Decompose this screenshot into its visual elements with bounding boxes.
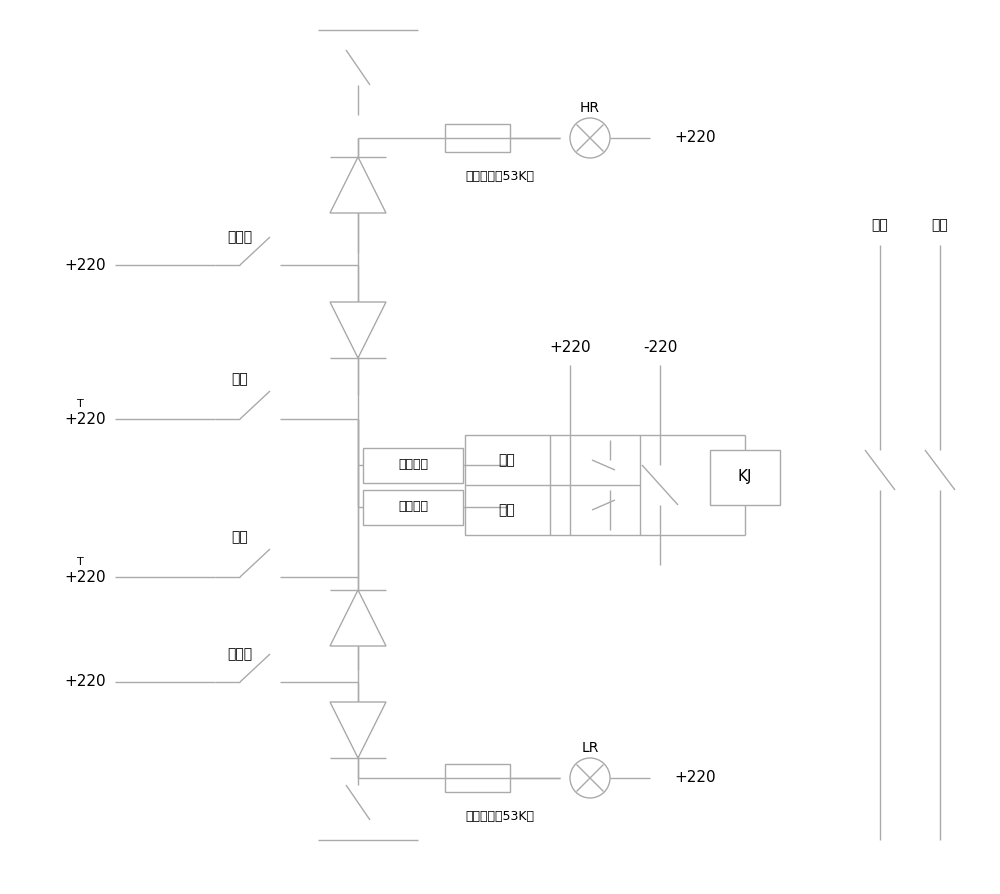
Text: 保护跳: 保护跳 bbox=[227, 230, 253, 244]
Text: 合位: 合位 bbox=[932, 218, 948, 232]
Text: 分压电阻（53K）: 分压电阻（53K） bbox=[466, 170, 534, 182]
Bar bbox=[710, 450, 780, 505]
Text: T: T bbox=[77, 557, 83, 567]
Text: 保护合: 保护合 bbox=[227, 647, 253, 661]
Polygon shape bbox=[330, 590, 386, 646]
Text: 跳位: 跳位 bbox=[872, 218, 888, 232]
Circle shape bbox=[570, 118, 610, 158]
Text: 分压电阻（53K）: 分压电阻（53K） bbox=[466, 809, 534, 822]
Text: T: T bbox=[77, 399, 83, 409]
Text: KJ: KJ bbox=[738, 469, 752, 485]
Text: +220: +220 bbox=[674, 771, 716, 786]
Bar bbox=[363, 490, 463, 525]
Bar bbox=[445, 764, 510, 792]
Text: LR: LR bbox=[581, 741, 599, 755]
Polygon shape bbox=[330, 302, 386, 358]
Polygon shape bbox=[330, 157, 386, 213]
Text: HR: HR bbox=[580, 101, 600, 115]
Bar bbox=[445, 124, 510, 152]
Text: -220: -220 bbox=[643, 340, 677, 355]
Text: +220: +220 bbox=[64, 257, 106, 273]
Text: 合闸: 合闸 bbox=[499, 503, 515, 517]
Text: 跳闸延时: 跳闸延时 bbox=[398, 459, 428, 471]
Text: +220: +220 bbox=[674, 131, 716, 146]
Circle shape bbox=[570, 758, 610, 798]
Text: 跳闸: 跳闸 bbox=[499, 453, 515, 467]
Text: 手跳: 手跳 bbox=[232, 372, 248, 386]
Text: 合闸延时: 合闸延时 bbox=[398, 501, 428, 513]
Text: +220: +220 bbox=[64, 569, 106, 585]
Text: +220: +220 bbox=[64, 674, 106, 689]
Bar bbox=[363, 448, 463, 483]
Polygon shape bbox=[330, 702, 386, 758]
Bar bbox=[465, 435, 640, 535]
Text: +220: +220 bbox=[549, 340, 591, 355]
Text: +220: +220 bbox=[64, 411, 106, 426]
Text: 手合: 手合 bbox=[232, 530, 248, 544]
